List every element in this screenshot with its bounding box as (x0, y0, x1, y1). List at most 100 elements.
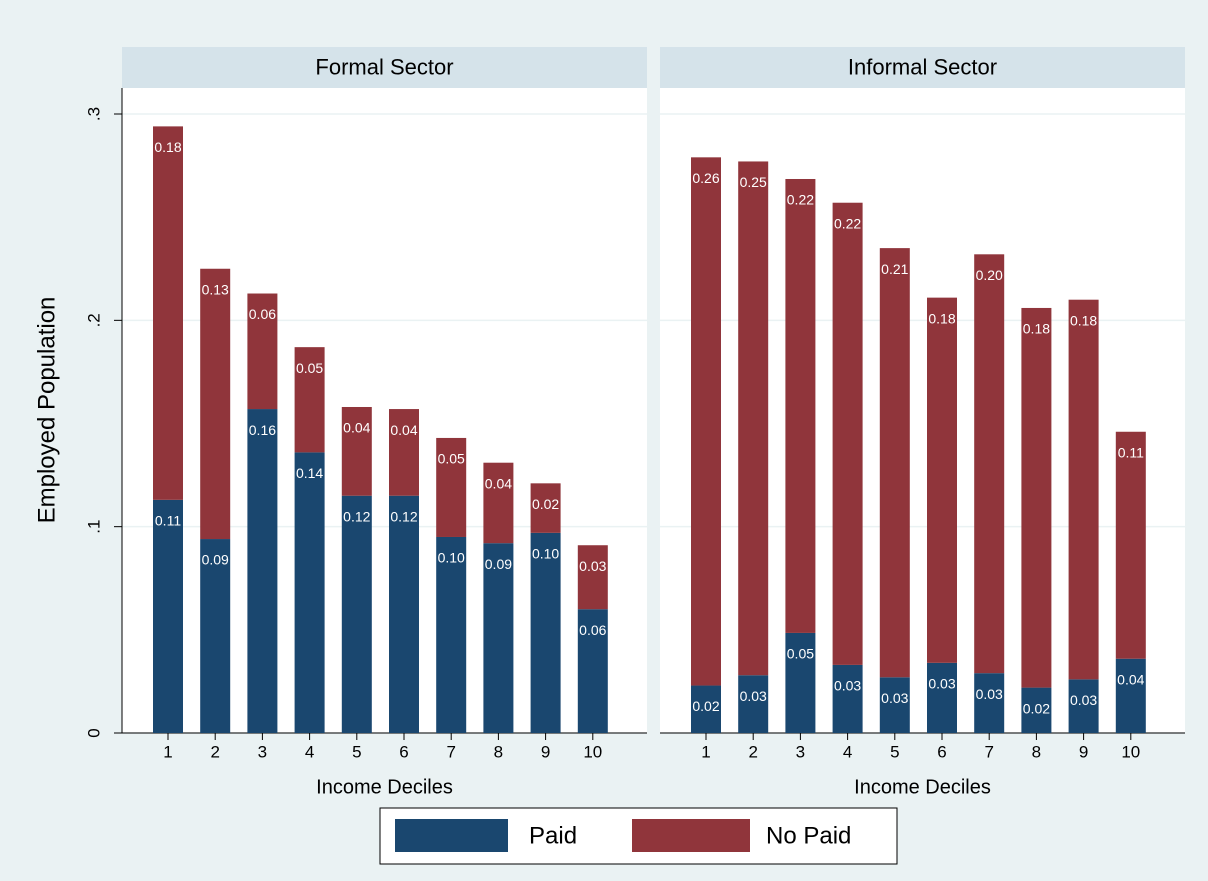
bar-segment (436, 536, 467, 733)
x-tick-label: 7 (446, 742, 455, 761)
value-label: 0.18 (1023, 321, 1050, 337)
bar-segment (927, 662, 957, 733)
value-label: 0.02 (692, 698, 719, 714)
bar-segment (436, 437, 467, 537)
value-label: 0.12 (390, 508, 417, 524)
value-label: 0.04 (1117, 671, 1144, 687)
bar-segment (974, 673, 1005, 733)
bar-segment (153, 126, 183, 500)
bar-segment (879, 248, 910, 678)
bar-segment (200, 539, 231, 733)
bar-segment (577, 545, 608, 610)
value-label: 0.03 (1070, 692, 1097, 708)
value-label: 0.03 (928, 676, 955, 692)
x-tick-label: 1 (701, 742, 710, 761)
bar-segment (294, 452, 325, 733)
x-tick-label: 3 (258, 742, 267, 761)
y-axis-label: Employed Population (33, 297, 60, 524)
bar-segment (389, 495, 419, 733)
value-label: 0.10 (532, 546, 559, 562)
bar-segment (341, 495, 372, 733)
legend-label: Paid (529, 822, 577, 849)
bar-segment (389, 409, 419, 496)
x-tick-label: 8 (494, 742, 503, 761)
value-label: 0.05 (296, 360, 323, 376)
x-tick-label: 8 (1032, 742, 1041, 761)
bar-segment (1068, 299, 1099, 680)
value-label: 0.26 (692, 170, 719, 186)
value-label: 0.02 (532, 496, 559, 512)
panel-title: Informal Sector (848, 54, 997, 79)
value-label: 0.04 (485, 475, 512, 491)
bar-segment (832, 202, 863, 665)
bar-segment (879, 677, 910, 733)
y-tick-label: .1 (84, 520, 103, 534)
value-label: 0.14 (296, 465, 323, 481)
value-label: 0.04 (390, 422, 417, 438)
x-tick-label: 9 (1079, 742, 1088, 761)
bar-segment (200, 268, 231, 540)
value-label: 0.18 (154, 139, 181, 155)
value-label: 0.20 (976, 267, 1003, 283)
x-tick-label: 2 (748, 742, 757, 761)
value-label: 0.18 (1070, 312, 1097, 328)
strip (660, 47, 1185, 88)
x-tick-label: 1 (163, 742, 172, 761)
value-label: 0.03 (976, 686, 1003, 702)
bar-segment (577, 609, 608, 733)
bar-segment (294, 347, 325, 453)
value-label: 0.03 (881, 690, 908, 706)
bar-segment (974, 254, 1005, 674)
x-tick-label: 4 (843, 742, 852, 761)
bar-segment (1115, 431, 1146, 659)
x-tick-label: 10 (1121, 742, 1140, 761)
value-label: 0.02 (1023, 700, 1050, 716)
x-tick-label: 5 (890, 742, 899, 761)
strip (122, 47, 647, 88)
bar-segment (1021, 307, 1052, 688)
legend-swatch (632, 819, 750, 852)
value-label: 0.16 (249, 422, 276, 438)
bar-segment (738, 161, 769, 676)
value-label: 0.25 (740, 174, 767, 190)
y-tick-label: 0 (84, 728, 103, 737)
bar-segment (927, 297, 957, 663)
x-tick-label: 3 (796, 742, 805, 761)
value-label: 0.22 (834, 215, 861, 231)
x-tick-label: 6 (937, 742, 946, 761)
bar-segment (247, 293, 278, 410)
bar-segment (530, 483, 561, 533)
bar-segment (785, 178, 816, 633)
bar-segment (483, 462, 514, 544)
value-label: 0.18 (928, 310, 955, 326)
bar-segment (153, 499, 183, 733)
bar-segment (483, 543, 514, 733)
bar-segment (738, 675, 769, 733)
legend-swatch (395, 819, 508, 852)
bar-segment (1068, 679, 1099, 733)
value-label: 0.05 (438, 451, 465, 467)
value-label: 0.11 (155, 513, 181, 529)
x-axis-label: Income Deciles (854, 776, 991, 798)
x-axis-label: Income Deciles (316, 776, 453, 798)
value-label: 0.06 (579, 622, 606, 638)
value-label: 0.11 (1118, 444, 1144, 460)
bar-segment (1115, 658, 1146, 733)
bar-segment (530, 532, 561, 733)
panel-title: Formal Sector (315, 54, 453, 79)
value-label: 0.03 (579, 558, 606, 574)
value-label: 0.21 (881, 261, 908, 277)
value-label: 0.06 (249, 306, 276, 322)
bar-segment (341, 406, 372, 496)
value-label: 0.03 (740, 688, 767, 704)
x-tick-label: 7 (984, 742, 993, 761)
y-tick-label: .3 (84, 107, 103, 121)
bar-segment (691, 157, 721, 686)
value-label: 0.10 (438, 550, 465, 566)
bar-segment (691, 685, 721, 733)
bar-segment (247, 409, 278, 733)
value-label: 0.09 (202, 552, 229, 568)
bar-segment (1021, 687, 1052, 733)
value-label: 0.05 (787, 646, 814, 662)
